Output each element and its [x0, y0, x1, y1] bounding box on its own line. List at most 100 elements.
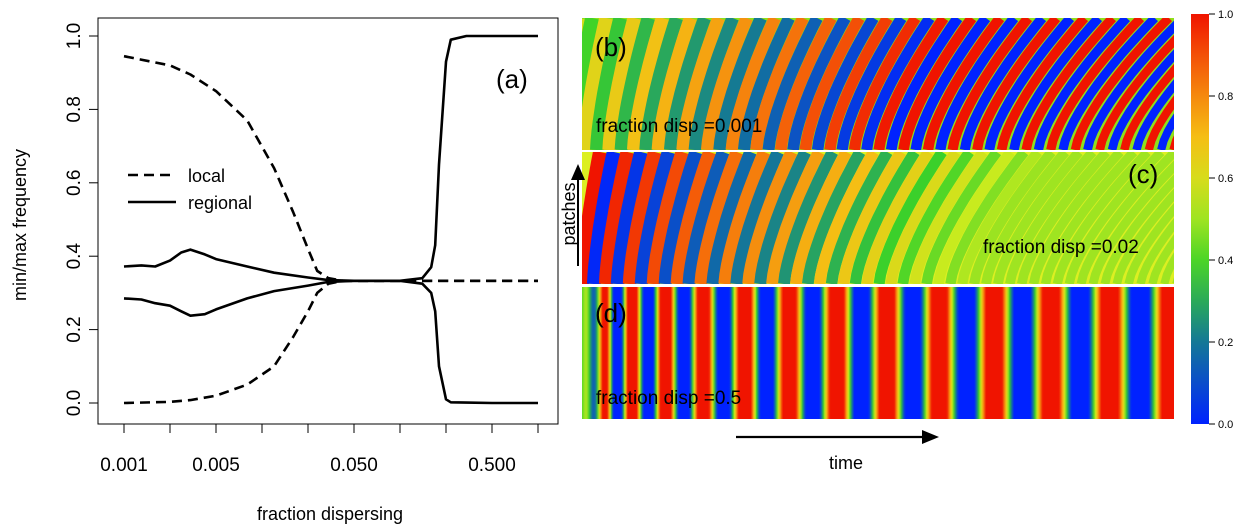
- colorbar-tick-label: 0.0: [1218, 419, 1233, 431]
- heatmap-stripe: [1064, 152, 1165, 284]
- heatmap-stripe: [1070, 18, 1173, 150]
- y-tick-label: 1.0: [64, 23, 85, 49]
- panel-d-label: (d): [595, 298, 627, 328]
- heatmap-stripe: [1017, 152, 1110, 284]
- heatmap-stripe: [582, 18, 585, 35]
- heatmap-stripe: [959, 18, 1047, 150]
- legend-local-label: local: [188, 166, 225, 186]
- heatmap-stripe: [766, 152, 825, 284]
- heatmap-stripe: [610, 152, 648, 284]
- heatmap-stripe: [1172, 277, 1174, 284]
- heatmap-stripe: [825, 152, 893, 284]
- heatmap-stripe: [1222, 18, 1248, 150]
- heatmap-stripe: [778, 152, 838, 284]
- heatmap-stripe: [790, 152, 852, 284]
- y-tick-label: 0.0: [64, 390, 85, 416]
- y-tick-label: 0.8: [64, 96, 85, 122]
- heatmap-stripe: [836, 18, 907, 150]
- colorbar-tick-label: 0.8: [1218, 91, 1233, 103]
- panel-d-caption: fraction disp =0.5: [596, 388, 741, 409]
- heatmap-stripe: [922, 18, 1005, 150]
- panel-c-caption: fraction disp =0.02: [983, 237, 1139, 258]
- heatmap-stripe: [582, 18, 599, 119]
- heatmap-stripe: [688, 18, 739, 150]
- heatmap-stripe: [981, 152, 1070, 284]
- panel-b-label: (b): [595, 32, 627, 62]
- colorbar-ticks: 0.0 0.2 0.4 0.6 0.8 1.0: [1209, 9, 1233, 431]
- heatmap-stripe: [1157, 113, 1174, 150]
- time-label: time: [829, 453, 863, 473]
- heatmap-stripe: [1005, 152, 1097, 284]
- heatmap-stripe: [718, 152, 771, 284]
- legend-regional-label: regional: [188, 193, 252, 213]
- heatmap-stripe: [811, 18, 879, 150]
- heatmap-d: [582, 287, 1174, 419]
- heatmap-stripe: [1009, 18, 1103, 150]
- heatmap-stripe: [737, 18, 795, 150]
- series-regional-lower: [123, 279, 538, 405]
- heatmap-stripe: [873, 18, 949, 150]
- heatmap-stripe: [1058, 18, 1158, 150]
- heatmap-stripe: [658, 152, 703, 284]
- y-tick-label: 0.4: [64, 243, 85, 270]
- heatmap-stripe: [1112, 188, 1174, 284]
- heatmap-stripe: [799, 18, 865, 150]
- heatmap-stripe: [626, 18, 669, 150]
- heatmap-stripe: [1235, 18, 1248, 150]
- heatmap-stripe: [750, 18, 809, 150]
- heatmap-stripe: [1132, 79, 1174, 150]
- heatmap-stripe: [762, 18, 823, 150]
- heatmap-stripe: [898, 18, 977, 150]
- heatmap-stripe: [787, 18, 851, 150]
- heatmap-stripe: [1120, 63, 1174, 150]
- heatmap-stripe: [670, 152, 716, 284]
- heatmap-stripe: [824, 18, 893, 150]
- heatmap-stripe: [945, 152, 1029, 284]
- heatmap-stripe: [909, 152, 988, 284]
- heatmap-stripe: [897, 152, 974, 284]
- heatmap-stripe: [1148, 234, 1174, 284]
- heatmap-stripe: [706, 152, 757, 284]
- heatmap-stripe: [1046, 18, 1145, 150]
- panel-c-label: (c): [1128, 159, 1158, 189]
- heatmap-stripe: [935, 18, 1019, 150]
- heatmap-stripe: [1088, 160, 1174, 284]
- x-axis-label: fraction dispersing: [257, 504, 403, 524]
- panel-a-axes: 0.001 0.005 0.050 0.500 0.0 0.2 0.4 0.6 0.8 1.0: [64, 23, 539, 476]
- heatmap-stripe: [848, 18, 921, 150]
- heatmap-stripe: [614, 18, 655, 150]
- heatmap-stripe: [646, 152, 689, 284]
- heatmap-stripe: [801, 152, 866, 284]
- heatmap-stripe: [1076, 152, 1174, 284]
- heatmap-stripe: [1040, 152, 1138, 284]
- heatmap-stripe: [586, 152, 621, 284]
- legend: local regional: [128, 166, 252, 213]
- heatmap-stripe: [933, 152, 1015, 284]
- heatmap-stripe: [969, 152, 1056, 284]
- heatmap-stripe: [694, 152, 743, 284]
- heatmap-stripe: [972, 18, 1061, 150]
- heatmap-stripe: [1169, 135, 1174, 150]
- heatmap-stripe: [873, 152, 947, 284]
- heatmap-stripe: [957, 152, 1042, 284]
- heatmap-stripe: [754, 152, 811, 284]
- patches-label: patches: [559, 182, 579, 245]
- heatmap-stripe: [813, 152, 879, 284]
- heatmap-stripe: [885, 152, 961, 284]
- y-tick-label: 0.6: [64, 170, 85, 196]
- heatmap-stripe: [947, 18, 1033, 150]
- heatmap-stripe: [993, 152, 1083, 284]
- heatmap-stripe: [1021, 18, 1117, 150]
- heatmap-c-stripes: [582, 152, 1174, 284]
- heatmap-stripe: [1210, 18, 1248, 150]
- x-tick-label: 0.050: [330, 455, 378, 476]
- heatmap-stripe: [582, 152, 607, 284]
- colorbar-tick-label: 0.2: [1218, 337, 1233, 349]
- series-local-upper: [123, 54, 538, 283]
- heatmap-stripe: [837, 152, 906, 284]
- heatmap-stripe: [634, 152, 675, 284]
- heatmap-stripe: [1033, 18, 1131, 150]
- heatmap-stripe: [1028, 152, 1124, 284]
